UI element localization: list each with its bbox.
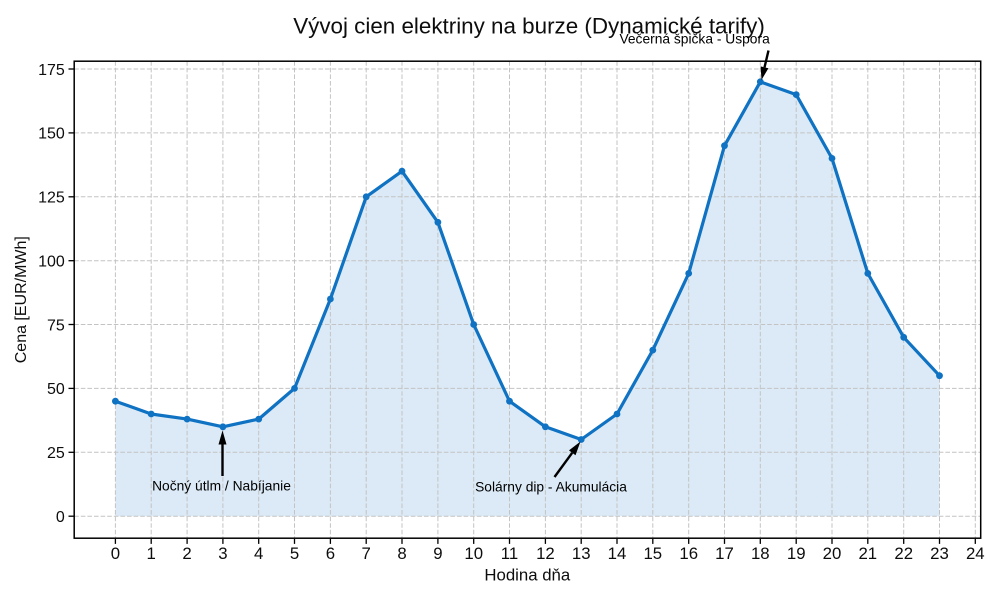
svg-text:12: 12 (536, 544, 555, 563)
svg-text:1: 1 (147, 544, 156, 563)
svg-text:13: 13 (572, 544, 591, 563)
svg-text:4: 4 (254, 544, 263, 563)
svg-text:0: 0 (56, 509, 65, 526)
svg-text:21: 21 (858, 544, 877, 563)
svg-text:Hodina dňa: Hodina dňa (484, 566, 571, 585)
svg-text:6: 6 (326, 544, 335, 563)
svg-text:16: 16 (679, 544, 698, 563)
svg-text:14: 14 (608, 544, 627, 563)
svg-text:18: 18 (751, 544, 770, 563)
svg-text:10: 10 (464, 544, 483, 563)
svg-text:2: 2 (182, 544, 191, 563)
svg-text:Večerná špička - Úspora: Večerná špička - Úspora (619, 31, 770, 47)
svg-text:125: 125 (38, 190, 65, 207)
svg-text:7: 7 (362, 544, 371, 563)
svg-text:11: 11 (501, 544, 518, 563)
svg-text:150: 150 (38, 126, 65, 143)
svg-text:75: 75 (47, 317, 65, 334)
svg-text:24: 24 (966, 544, 985, 563)
svg-text:20: 20 (823, 544, 842, 563)
svg-text:0: 0 (111, 544, 120, 563)
svg-text:19: 19 (787, 544, 806, 563)
svg-text:3: 3 (218, 544, 227, 563)
svg-text:Vývoj cien elektriny na burze: Vývoj cien elektriny na burze (Dynamické… (293, 13, 765, 38)
svg-text:25: 25 (47, 445, 65, 462)
svg-text:175: 175 (38, 62, 65, 79)
svg-text:9: 9 (433, 544, 442, 563)
svg-text:23: 23 (930, 544, 949, 563)
svg-text:5: 5 (290, 544, 299, 563)
svg-text:Cena [EUR/MWh]: Cena [EUR/MWh] (13, 236, 30, 363)
svg-text:50: 50 (47, 381, 65, 398)
svg-text:22: 22 (894, 544, 913, 563)
svg-text:15: 15 (643, 544, 662, 563)
svg-text:100: 100 (38, 254, 65, 271)
svg-text:Nočný útlm / Nabíjanie: Nočný útlm / Nabíjanie (152, 478, 291, 493)
svg-text:Solárny dip - Akumulácia: Solárny dip - Akumulácia (475, 479, 627, 494)
svg-text:8: 8 (397, 544, 406, 563)
svg-text:17: 17 (715, 544, 734, 563)
